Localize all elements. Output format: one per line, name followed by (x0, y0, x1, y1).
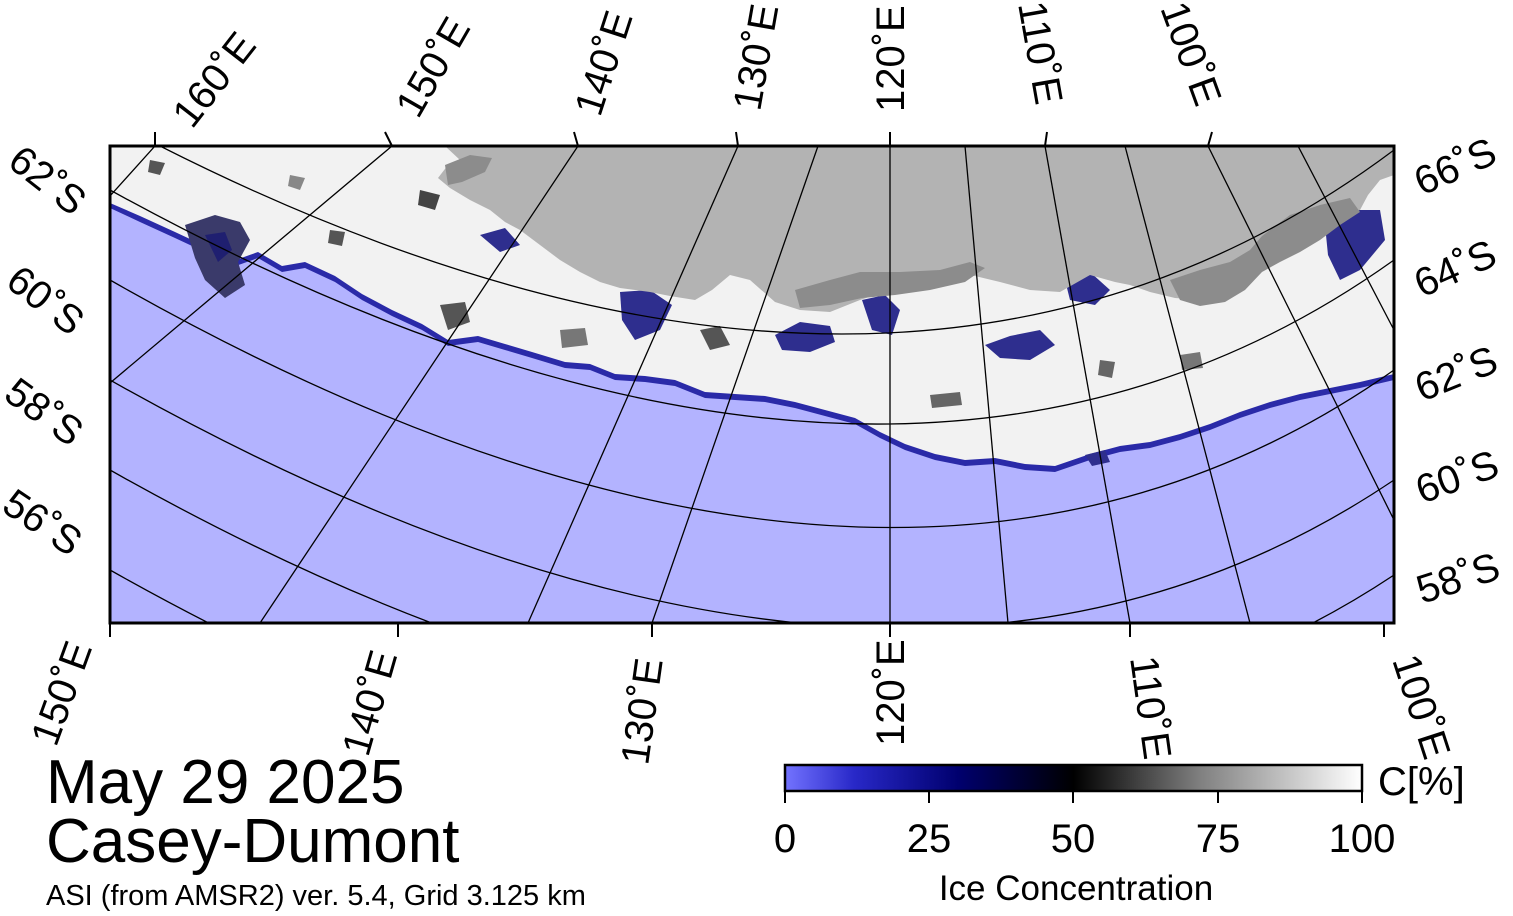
right-latitude-labels: 66˚S 64˚S 62˚S 60˚S 58˚S (1408, 130, 1505, 613)
product-info: ASI (from AMSR2) ver. 5.4, Grid 3.125 km (46, 880, 586, 912)
ice-shelf-area (1170, 198, 1360, 306)
colorbar-unit: C[%] (1378, 760, 1465, 804)
ice-shelf-area (445, 155, 492, 185)
colorbar-tick-label: 50 (1051, 817, 1096, 861)
frame-ticks (109, 131, 1385, 637)
lat-label-right: 62˚S (1409, 338, 1504, 410)
lon-label-bottom: 120˚E (869, 639, 913, 746)
lon-label-bottom: 140˚E (334, 646, 406, 761)
colorbar-title: Ice Concentration (939, 869, 1213, 908)
lat-label-left: 58˚S (0, 370, 91, 455)
lat-label-left: 56˚S (0, 481, 90, 565)
colorbar: 0 25 50 75 100 C[%] Ice Concentration (774, 760, 1465, 908)
lon-label-bottom: 100˚E (1383, 649, 1458, 764)
lat-label-left: 62˚S (0, 137, 94, 224)
map-area (110, 146, 1394, 623)
lon-label-top: 140˚E (567, 6, 642, 121)
left-latitude-labels: 62˚S 60˚S 58˚S 56˚S (0, 137, 94, 564)
map-frame (108, 144, 1396, 625)
lat-label-right: 58˚S (1411, 545, 1505, 613)
colorbar-tick-label: 100 (1329, 817, 1396, 861)
lon-label-bottom: 130˚E (613, 655, 671, 767)
lon-label-top: 160˚E (164, 24, 264, 135)
region-name: Casey-Dumont (46, 807, 460, 876)
lon-label-top: 100˚E (1152, 0, 1230, 111)
lon-label-top: 130˚E (726, 1, 788, 114)
graticule-meridians (110, 146, 1394, 623)
map-date: May 29 2025 (46, 748, 405, 817)
lon-label-top: 150˚E (388, 10, 479, 124)
graticule-parallels (110, 146, 1394, 623)
lat-label-right: 64˚S (1408, 232, 1503, 307)
colorbar-ticks (784, 791, 1363, 803)
lon-label-top: 120˚E (869, 5, 913, 112)
colorbar-tick-label: 25 (907, 817, 952, 861)
colorbar-tick-label: 0 (774, 817, 796, 861)
lon-label-bottom: 150˚E (23, 636, 101, 751)
lat-label-left: 60˚S (0, 257, 92, 344)
top-longitude-labels: 160˚E 150˚E 140˚E 130˚E 120˚E 110˚E 100˚… (164, 0, 1229, 136)
lon-label-top: 110˚E (1009, 0, 1070, 108)
lat-label-right: 66˚S (1408, 130, 1503, 205)
colorbar-tick-label: 75 (1196, 817, 1241, 861)
land-area (438, 146, 1394, 312)
colorbar-gradient (783, 763, 1364, 793)
lon-label-bottom: 110˚E (1121, 653, 1179, 762)
lat-label-right: 60˚S (1410, 442, 1504, 512)
